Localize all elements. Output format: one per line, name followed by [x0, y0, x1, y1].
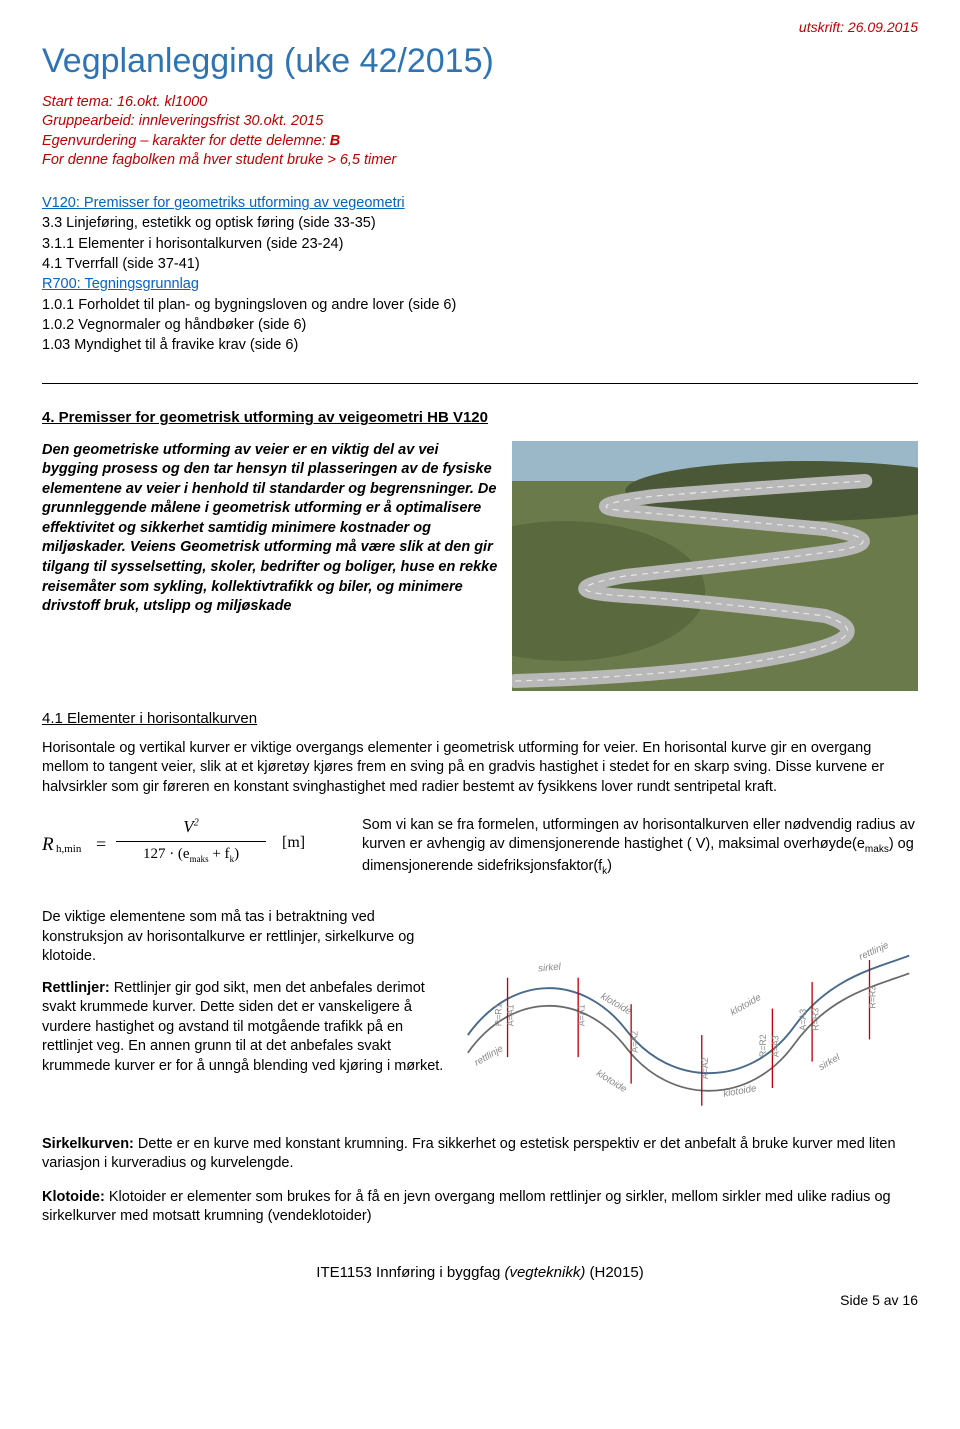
divider	[42, 383, 918, 384]
road-svg	[512, 441, 918, 691]
toc-item: 1.0.1 Forholdet til plan- og bygningslov…	[42, 295, 918, 315]
formula-R: R	[42, 832, 54, 858]
serpentine-road-image	[512, 441, 918, 691]
curve-svg: sirkel klotoide klotoide rettlinje rettl…	[459, 908, 918, 1118]
rettlinjer-para: Rettlinjer: Rettlinjer gir god sikt, men…	[42, 979, 445, 1077]
formula-denominator: 127 · (emaks + fk)	[143, 846, 239, 862]
section-4-1-para1: Horisontale og vertikal kurver er viktig…	[42, 739, 918, 798]
page-title: Vegplanlegging (uke 42/2015)	[42, 39, 918, 85]
formula-R-sub: h,min	[56, 842, 81, 857]
formula-fraction: V2 127 · (emaks + fk)	[116, 816, 266, 865]
toc-item: 1.03 Myndighet til å fravike krav (side …	[42, 335, 918, 355]
toc-item: 3.3 Linjeføring, estetikk og optisk føri…	[42, 213, 918, 233]
formula-explain: Som vi kan se fra formelen, utformingen …	[362, 816, 918, 878]
klotoide-label: Klotoide:	[42, 1189, 105, 1205]
toc-link-v120[interactable]: V120: Premisser for geometriks utforming…	[42, 193, 918, 213]
svg-text:R=R3: R=R3	[868, 986, 878, 1009]
formula-unit: [m]	[282, 832, 305, 854]
klotoide-text: Klotoider er elementer som brukes for å …	[42, 1189, 891, 1225]
formula-numerator: V2	[183, 817, 198, 836]
elements-text: De viktige elementene som må tas i betra…	[42, 908, 445, 1125]
svg-text:A=A3: A=A3	[771, 1035, 781, 1057]
formula-bar	[116, 841, 266, 842]
radius-formula: R h,min = V2 127 · (emaks + fk) [m]	[42, 816, 322, 872]
svg-text:A=A3: A=A3	[798, 1009, 808, 1031]
svg-text:R=R3: R=R3	[810, 1008, 820, 1031]
toc-item: 3.1.1 Elementer i horisontalkurven (side…	[42, 234, 918, 254]
svg-text:A=A2: A=A2	[629, 1031, 639, 1053]
toc-item: 4.1 Tverrfall (side 37-41)	[42, 254, 918, 274]
sirkelkurven-label: Sirkelkurven:	[42, 1136, 134, 1152]
klotoide-para: Klotoide: Klotoider er elementer som bru…	[42, 1188, 918, 1227]
toc-item: 1.0.2 Vegnormaler og håndbøker (side 6)	[42, 315, 918, 335]
section-4-1-heading: 4.1 Elementer i horisontalkurven	[42, 709, 918, 729]
svg-text:A=A2: A=A2	[700, 1057, 710, 1079]
meta-start: Start tema: 16.okt. kl1000	[42, 93, 918, 113]
meta-grade-pre: Egenvurdering – karakter for dette delem…	[42, 133, 330, 149]
curve-diagram: sirkel klotoide klotoide rettlinje rettl…	[459, 908, 918, 1125]
svg-text:A=A1: A=A1	[576, 1004, 586, 1026]
print-date: utskrift: 26.09.2015	[42, 18, 918, 37]
meta-grade-line: Egenvurdering – karakter for dette delem…	[42, 132, 918, 152]
meta-deadline: Gruppearbeid: innleveringsfrist 30.okt. …	[42, 112, 918, 132]
footer-term: (H2015)	[585, 1264, 643, 1281]
toc: V120: Premisser for geometriks utforming…	[42, 193, 918, 355]
elements-block: De viktige elementene som må tas i betra…	[42, 908, 918, 1125]
footer-course-topic: (vegteknikk)	[504, 1264, 585, 1281]
sirkelkurven-text: Dette er en kurve med konstant krumning.…	[42, 1136, 896, 1172]
footer: ITE1153 Innføring i byggfag (vegteknikk)…	[42, 1263, 918, 1283]
svg-text:R=R2: R=R2	[758, 1034, 768, 1057]
section-4-heading: 4. Premisser for geometrisk utforming av…	[42, 408, 918, 428]
svg-text:A=A1: A=A1	[506, 1004, 516, 1026]
section-4-intro-text: Den geometriske utforming av veier er en…	[42, 441, 498, 691]
footer-course-code: ITE1153 Innføring i byggfag	[316, 1264, 504, 1281]
page-number: Side 5 av 16	[42, 1291, 918, 1310]
svg-text:sirkel: sirkel	[538, 961, 562, 974]
elements-intro: De viktige elementene som må tas i betra…	[42, 908, 445, 967]
sirkelkurven-para: Sirkelkurven: Dette er en kurve med kons…	[42, 1135, 918, 1174]
toc-link-r700[interactable]: R700: Tegningsgrunnlag	[42, 274, 918, 294]
rettlinjer-label: Rettlinjer:	[42, 980, 110, 996]
formula-row: R h,min = V2 127 · (emaks + fk) [m] Som …	[42, 816, 918, 878]
section-4-intro-row: Den geometriske utforming av veier er en…	[42, 441, 918, 691]
svg-text:R=R1: R=R1	[493, 1003, 503, 1026]
meta-grade: B	[330, 133, 340, 149]
formula-eq: =	[96, 832, 106, 856]
meta-block: Start tema: 16.okt. kl1000 Gruppearbeid:…	[42, 93, 918, 171]
meta-hours: For denne fagbolken må hver student bruk…	[42, 151, 918, 171]
